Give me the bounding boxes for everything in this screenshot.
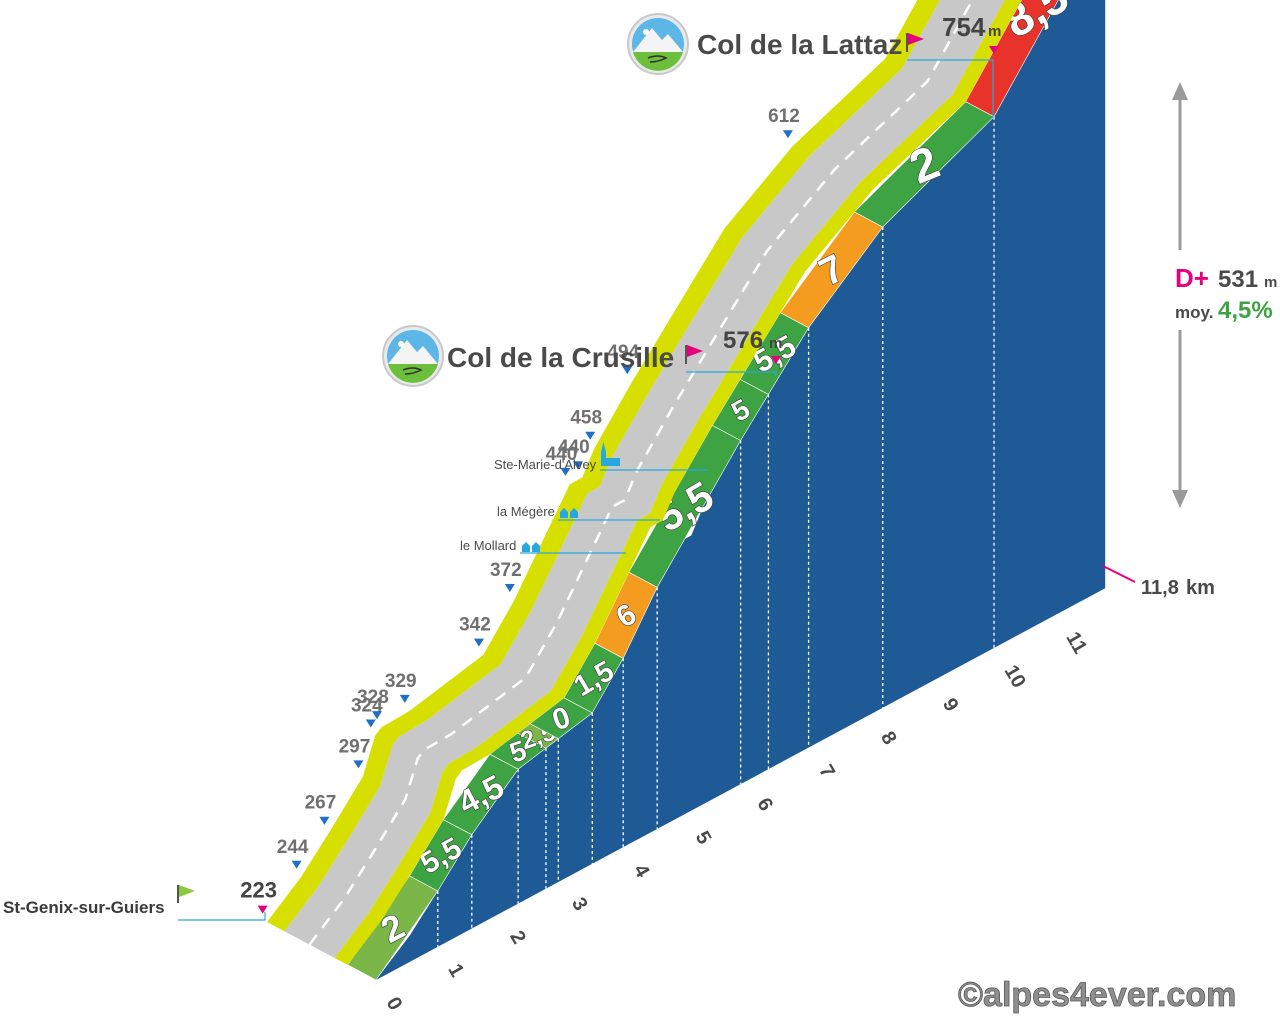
- place-name: le Mollard: [460, 538, 516, 553]
- km-tick-label: 11: [1061, 628, 1091, 657]
- altitude-marker-label: 612: [768, 106, 800, 127]
- road-surface: [284, 0, 1005, 958]
- altitude-marker-icon: [585, 431, 596, 440]
- road-centre-line: [308, 0, 974, 946]
- km-tick-label: 1: [443, 960, 468, 981]
- altitude-marker-label: 494: [607, 342, 639, 363]
- altitude-marker-label: 458: [570, 408, 602, 429]
- altitude-marker-label: 297: [339, 736, 371, 757]
- village-la-megere: la Mégère: [497, 504, 660, 521]
- place-name: la Mégère: [497, 504, 555, 519]
- mountain-pass-icon: [382, 325, 444, 387]
- km-tick-label: 6: [752, 794, 777, 815]
- gradient-band: [965, 0, 1059, 118]
- altitude-marker-icon: [572, 461, 583, 470]
- altitude-marker-label: 244: [277, 837, 309, 858]
- summit-name: Col de la Crusille: [447, 342, 674, 373]
- village-ste-marie: Ste-Marie-d'Alvey: [494, 442, 708, 472]
- total-distance: 11,8 km: [1102, 565, 1215, 599]
- altitude-marker-icon: [473, 638, 484, 647]
- summit-crusille: Col de la Crusille 576 m: [382, 325, 782, 387]
- altitude-marker-icon: [291, 860, 302, 869]
- average-label: moy.: [1175, 303, 1213, 322]
- altitude-marker-icon: [365, 719, 376, 728]
- altitude-marker-label: 342: [459, 615, 491, 636]
- altitude-marker-icon: [319, 816, 330, 825]
- summit-lattaz: Col de la Lattaz 754 m: [627, 12, 1001, 118]
- summit-altitude-unit: m: [988, 23, 1001, 40]
- km-tick-label: 5: [691, 828, 716, 849]
- summary-block: D+ 531 m moy. 4,5%: [1175, 263, 1277, 324]
- altitude-marker-label: 372: [490, 560, 522, 581]
- elevation-gain-arrow: [1172, 82, 1188, 508]
- summit-flag-icon: [906, 33, 924, 52]
- summit-leader-line: [686, 371, 777, 376]
- church-icon: [601, 442, 620, 466]
- start-flag-icon: [177, 885, 195, 903]
- village-le-mollard: le Mollard: [460, 538, 626, 554]
- place-name: Ste-Marie-d'Alvey: [494, 457, 597, 472]
- altitude-marker-label: 440: [558, 437, 590, 458]
- km-tick-label: 3: [567, 894, 592, 915]
- profile-base-layer: [376, 0, 1106, 980]
- summit-marker-icon: [771, 356, 781, 364]
- houses-icon: [560, 508, 578, 518]
- road-near-kerb: [334, 0, 1022, 965]
- total-distance-unit: km: [1186, 577, 1215, 599]
- altitude-marker-icon: [257, 905, 268, 914]
- km-tick-label: 0: [382, 994, 407, 1015]
- start-place: St-Genix-sur-Guiers: [3, 885, 266, 921]
- altitude-marker-icon: [560, 467, 571, 476]
- altitude-marker-label: 329: [385, 671, 417, 692]
- copyright-credit: ©alpes4ever.com: [958, 976, 1236, 1014]
- altitude-marker-icon: [371, 711, 382, 720]
- summit-name: Col de la Lattaz: [697, 29, 902, 60]
- summit-altitude: 754: [942, 12, 986, 42]
- altitude-marker-icon: [353, 760, 364, 769]
- summit-altitude-unit: m: [769, 335, 782, 352]
- altitude-marker-icon: [399, 694, 410, 703]
- place-leader-line: [178, 912, 266, 921]
- average-value: 4,5%: [1218, 297, 1273, 324]
- total-distance-value: 11,8: [1141, 577, 1179, 599]
- place-name: St-Genix-sur-Guiers: [3, 898, 165, 917]
- km-tick-label: 9: [938, 695, 963, 716]
- gain-value: 531: [1218, 266, 1258, 293]
- altitude-marker-label: 223: [240, 878, 277, 903]
- altitude-marker-label: 328: [357, 687, 389, 708]
- km-tick-label: 4: [629, 861, 654, 882]
- km-tick-label: 7: [814, 761, 839, 782]
- gain-unit: m: [1264, 274, 1277, 291]
- summit-leader-line: [907, 59, 994, 118]
- altitude-markers-layer: 2232442672973243283293423724404404584946…: [240, 106, 800, 914]
- summit-altitude: 576: [723, 327, 763, 354]
- altitude-marker-icon: [622, 366, 633, 375]
- km-tick-label: 10: [1000, 662, 1030, 692]
- km-tick-label: 2: [505, 927, 530, 948]
- mountain-pass-icon: [627, 13, 689, 75]
- summit-marker-icon: [989, 46, 999, 54]
- km-tick-label: 8: [876, 728, 901, 749]
- altitude-marker-label: 440: [546, 444, 578, 465]
- altitude-marker-icon: [782, 130, 793, 139]
- altitude-marker-label: 267: [305, 793, 337, 814]
- gain-label: D+: [1175, 263, 1209, 293]
- summit-flag-icon: [685, 345, 703, 364]
- altitude-marker-icon: [504, 583, 515, 592]
- houses-icon: [522, 542, 540, 552]
